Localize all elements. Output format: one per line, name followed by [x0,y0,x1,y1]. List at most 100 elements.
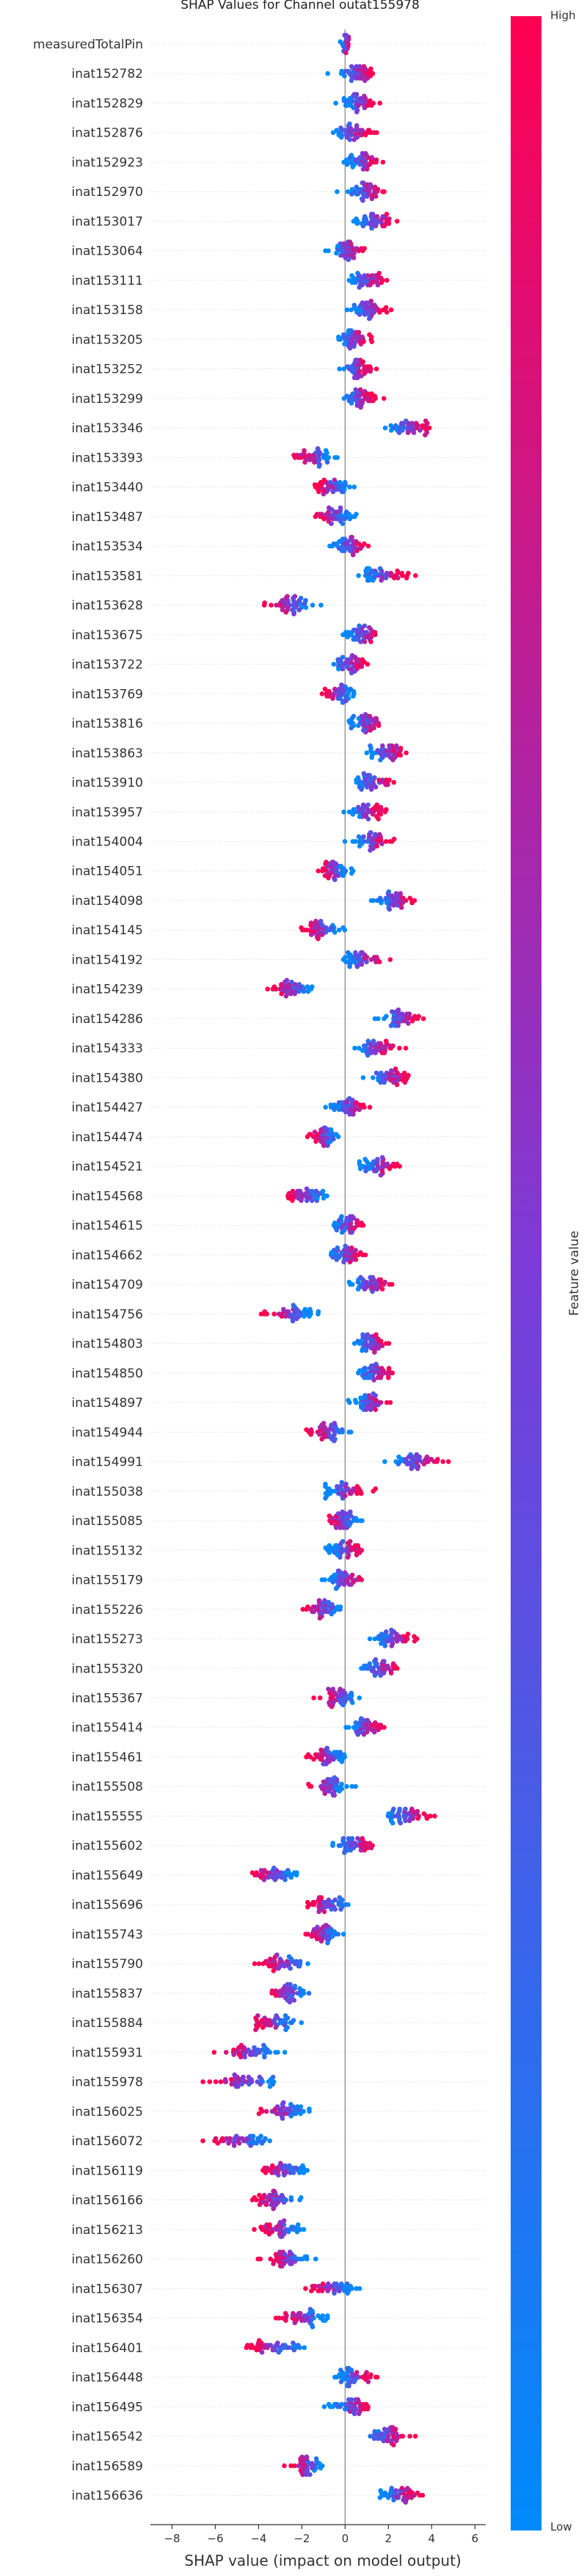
shap-point [288,1874,294,1880]
shap-point [380,307,386,313]
shap-point [440,1459,445,1464]
shap-point [382,1279,387,1285]
shap-point [307,2310,312,2316]
x-tick-label: −4 [250,2532,266,2545]
shap-point [338,2368,343,2373]
shap-point [358,404,363,410]
shap-point [353,950,358,956]
shap-point [412,1638,418,1644]
shap-point [385,1634,391,1640]
shap-point [262,1868,267,1873]
shap-point [367,1166,372,1171]
feature-label: inat154051 [72,865,143,879]
shap-point [401,1018,406,1024]
shap-point [399,570,404,576]
shap-point [348,548,353,553]
shap-point [336,334,341,340]
shap-point [393,2426,398,2432]
shap-point [302,2254,308,2260]
shap-point [338,505,343,511]
feature-label: inat155931 [72,2045,143,2060]
feature-label: inat152782 [72,67,143,81]
shap-point [381,1161,387,1167]
shap-point [350,1700,355,1706]
shap-point [343,2401,349,2407]
shap-point [350,391,356,396]
shap-point [307,457,313,462]
shap-point [301,1988,306,1993]
shap-point [384,1070,390,1076]
feature-label: inat153675 [72,628,143,643]
shap-point [358,546,363,551]
shap-point [314,1936,320,1942]
x-axis: −8 −6 −4 −2 0 2 4 6 [150,29,486,2545]
shap-point [323,1481,328,1487]
shap-point [367,1661,373,1667]
shap-point [368,743,373,749]
shap-point [390,1661,396,1667]
shap-point [340,666,346,672]
shap-point [397,1045,402,1051]
shap-point [353,1841,358,1846]
shap-point [358,95,363,101]
shap-point [360,802,366,807]
feature-label: inat153158 [72,303,143,318]
shap-point [336,1218,342,1223]
shap-point [272,2347,278,2353]
shap-point [385,1638,391,1644]
shap-point [334,1257,340,1262]
shap-point [409,1806,415,1812]
shap-point [339,1759,345,1764]
shap-point [334,250,339,256]
shap-point [374,955,379,960]
feature-label: inat154521 [72,1160,143,1174]
shap-point [376,816,381,822]
shap-point [383,895,389,901]
shap-point [362,1366,367,1371]
shap-point [286,1954,292,1960]
shap-point [207,2079,213,2084]
shap-point [347,137,353,142]
shap-point [357,76,362,81]
shap-point [316,1909,322,1915]
shap-point [252,2045,257,2051]
shap-point [406,1011,412,1016]
shap-point [390,1820,395,1826]
shap-point [365,661,371,667]
shap-point [343,1218,349,1223]
shap-point [326,1789,332,1794]
shap-point [420,1016,426,1022]
shap-point [352,669,357,674]
shap-point [270,2163,275,2169]
shap-point [289,979,294,985]
x-tick-label: −6 [207,2532,223,2545]
shap-point [320,866,326,871]
shap-point [382,1659,387,1664]
shap-point [365,634,370,640]
shap-point [292,1984,298,1989]
shap-point [302,1314,307,1319]
shap-point [429,1457,434,1462]
shap-point [259,2017,265,2023]
shap-point [253,2027,258,2032]
shap-point [355,1835,360,1841]
shap-point [356,573,362,578]
shap-point [246,2074,252,2080]
shap-point [291,2111,296,2117]
shap-point [328,1102,334,1107]
shap-point [349,870,354,876]
shap-point [359,664,365,669]
shap-point [379,1050,385,1055]
shap-point [375,748,380,753]
shap-point [369,211,374,217]
shap-point [292,2320,298,2326]
shap-point [254,1870,259,1875]
shap-point [303,605,309,611]
shap-point [350,1545,355,1551]
shap-point [310,452,316,458]
shap-point [340,925,346,931]
shap-point [297,2170,302,2175]
shap-point [357,64,362,69]
shap-point [386,1366,392,1371]
shap-point [297,2345,303,2351]
